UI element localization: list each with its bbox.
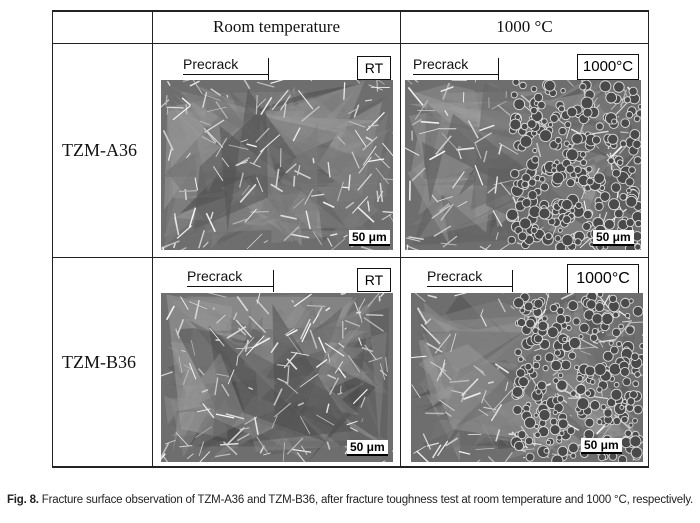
sem-image (161, 80, 393, 250)
sem-image (411, 293, 643, 462)
sem-image (161, 293, 393, 462)
condition-tag: RT (357, 268, 391, 292)
column-header-room-temperature: Room temperature (213, 17, 340, 36)
precrack-arrow (187, 286, 273, 287)
condition-tag: 1000°C (567, 264, 639, 294)
precrack-arrow (183, 74, 268, 75)
precrack-label: Precrack (183, 56, 239, 72)
caption-label: Fig. 8. (6, 494, 39, 506)
condition-tag: RT (357, 56, 391, 80)
scale-bar: 50 μm (349, 230, 390, 246)
precrack-arrow (427, 286, 512, 287)
scale-bar: 50 μm (593, 230, 634, 246)
precrack-arrow (413, 74, 498, 75)
caption-text: Fracture surface observation of TZM-A36 … (38, 494, 694, 506)
scale-bar: 50 μm (347, 440, 388, 456)
precrack-label: Precrack (427, 268, 483, 284)
panel-b36-rt: Precrack RT 50 μm (161, 264, 393, 464)
condition-tag: 1000°C (577, 54, 639, 80)
row-label-tzm-a36: TZM-A36 (62, 140, 137, 160)
column-header-1000c: 1000 °C (496, 17, 553, 36)
panel-a36-1000c: Precrack 1000°C 50 μm (405, 52, 641, 252)
scale-bar: 50 μm (581, 438, 622, 454)
precrack-label: Precrack (187, 268, 243, 284)
sem-image (405, 80, 641, 250)
figure-caption: Fig. 8. Fracture surface observation of … (0, 494, 700, 506)
panel-b36-1000c: Precrack 1000°C 50 μm (411, 264, 643, 464)
panel-a36-rt: Precrack RT 50 μm (161, 52, 393, 252)
precrack-label: Precrack (413, 56, 469, 72)
row-label-tzm-b36: TZM-B36 (62, 352, 136, 372)
